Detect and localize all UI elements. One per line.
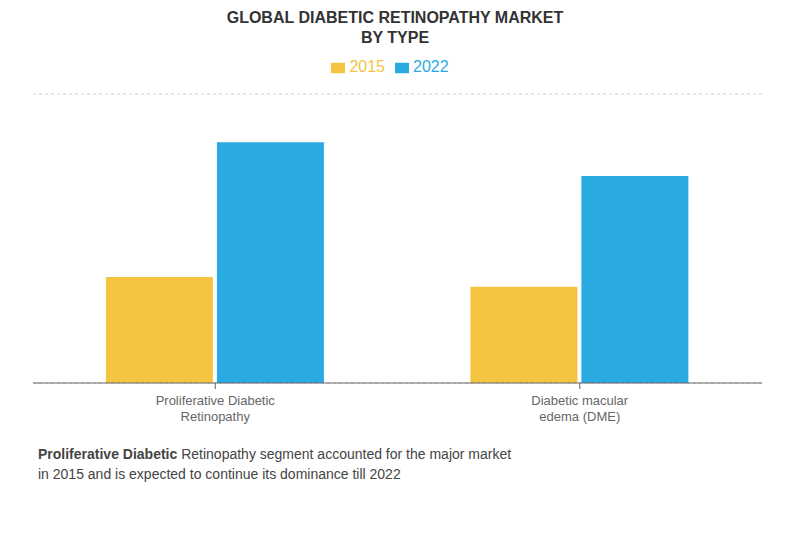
html-text:GLOBAL DIABETIC RETINOPATHY MA: GLOBAL DIABETIC RETINOPATHY MARKET — [226, 9, 564, 26]
html-text:2015: 2015 — [349, 58, 385, 75]
svg-text:Proliferative DiabeticRetinopa: Proliferative DiabeticRetinopathy — [156, 393, 276, 424]
html-text:2022: 2022 — [413, 58, 449, 75]
svg-text:Diabetic macularedema (DME): Diabetic macularedema (DME) — [531, 393, 628, 424]
html-text:BY TYPE: BY TYPE — [360, 29, 430, 46]
html-text:Proliferative Diabetic Retinop: Proliferative Diabetic Retinopathy segme… — [38, 446, 512, 482]
